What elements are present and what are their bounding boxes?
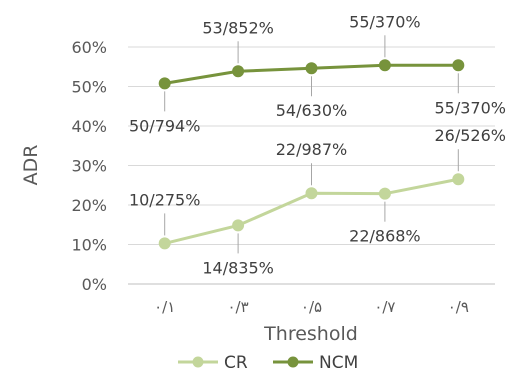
- y-tick-label: 60%: [71, 38, 107, 57]
- data-point-cr: [378, 187, 391, 200]
- y-axis-ticks: 0% 10% 20% 30% 40% 50% 60%: [71, 38, 107, 294]
- data-label: 26/526%: [435, 126, 507, 145]
- data-label: 10/275%: [129, 190, 201, 209]
- x-tick-label: ۰/۳: [228, 298, 249, 316]
- data-point-ncm: [158, 77, 171, 90]
- x-tick-label: ۰/۱: [154, 298, 175, 316]
- data-point-ncm: [452, 59, 465, 72]
- data-point-cr: [158, 237, 171, 250]
- x-tick-label: ۰/۵: [301, 298, 322, 316]
- legend-marker-cr: [192, 356, 204, 368]
- data-label: 50/794%: [129, 116, 201, 135]
- data-label: 22/868%: [349, 227, 421, 246]
- data-point-cr: [232, 219, 245, 232]
- data-label: 53/852%: [202, 18, 274, 37]
- data-point-ncm: [232, 65, 245, 78]
- legend-label-ncm: NCM: [319, 353, 358, 372]
- x-axis-title: Threshold: [263, 323, 358, 345]
- y-tick-label: 40%: [71, 117, 107, 136]
- x-tick-label: ۰/۷: [374, 298, 395, 316]
- data-point-cr: [452, 173, 465, 186]
- label-leader-lines: [164, 35, 459, 254]
- data-labels: 10/275% 14/835% 22/987% 22/868% 26/526% 50/79…: [129, 12, 506, 277]
- data-label: 14/835%: [202, 258, 274, 277]
- data-point-ncm: [305, 62, 318, 75]
- legend: CR NCM: [178, 353, 358, 372]
- y-tick-label: 50%: [71, 78, 107, 97]
- data-label: 22/987%: [276, 140, 348, 159]
- legend-marker-ncm: [287, 356, 299, 368]
- x-tick-label: ۰/۹: [448, 298, 469, 316]
- y-tick-label: 10%: [71, 236, 107, 255]
- y-tick-label: 30%: [71, 157, 107, 176]
- data-point-ncm: [378, 59, 391, 72]
- data-label: 54/630%: [276, 101, 348, 120]
- data-point-cr: [305, 187, 318, 200]
- x-axis-ticks: ۰/۱ ۰/۳ ۰/۵ ۰/۷ ۰/۹: [154, 298, 469, 316]
- series-lines: [158, 59, 465, 250]
- y-axis-title: ADR: [20, 145, 42, 186]
- data-label: 55/370%: [435, 98, 507, 117]
- y-tick-label: 0%: [82, 275, 107, 294]
- y-tick-label: 20%: [71, 196, 107, 215]
- legend-label-cr: CR: [224, 353, 248, 372]
- data-label: 55/370%: [349, 12, 421, 31]
